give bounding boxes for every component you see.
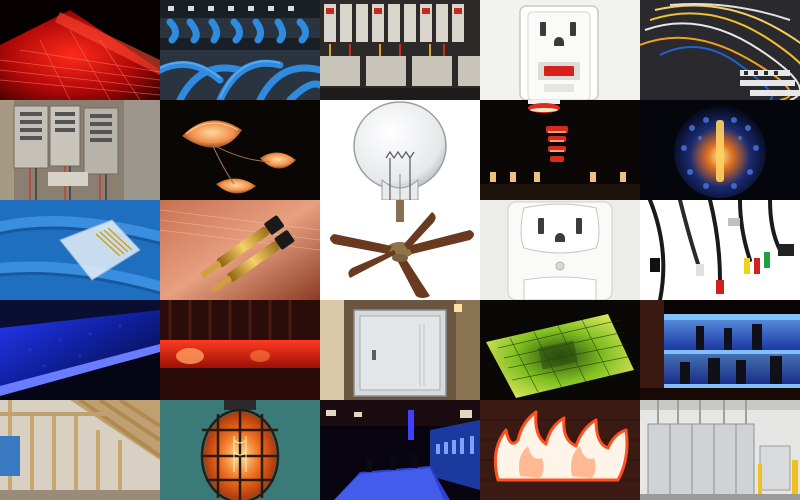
tile-duplex-wall-outlet (480, 200, 640, 300)
tile-green-backlit-glass-panel (480, 300, 640, 400)
tile-glowing-mosaic-globe-lamp (640, 100, 800, 200)
tile-blue-network-patch-panel (160, 0, 320, 100)
tile-assorted-av-cables (640, 200, 800, 300)
tile-blue-lit-bottle-shelf (640, 300, 800, 400)
tile-wood-stud-framing-room (0, 400, 160, 500)
tile-red-led-roof-lights (0, 0, 160, 100)
tile-open-electrical-panels (0, 100, 160, 200)
tile-orange-shell-pendant-lamps (160, 100, 320, 200)
tile-flame-shaped-neon-sign (480, 400, 640, 500)
tile-gfci-outlet-red-button (480, 0, 640, 100)
tile-fiber-cable-bundle (640, 0, 800, 100)
tile-clear-light-bulb (320, 100, 480, 200)
tile-blue-ethernet-cable-rj45 (0, 200, 160, 300)
tile-ceiling-fan-wood-blades (320, 200, 480, 300)
tile-red-stacked-pendant-lamps (480, 100, 640, 200)
tile-circuit-breaker-rows (320, 0, 480, 100)
tile-electrical-room-cabinets (640, 400, 800, 500)
tile-gold-banana-plug-speaker-wire (160, 200, 320, 300)
tile-blue-lit-bar-interior (320, 400, 480, 500)
tile-caged-edison-bulb (160, 400, 320, 500)
tile-blue-cove-lighting (0, 300, 160, 400)
tile-red-lit-bar-counter (160, 300, 320, 400)
tile-grey-breaker-box-cabinet (320, 300, 480, 400)
